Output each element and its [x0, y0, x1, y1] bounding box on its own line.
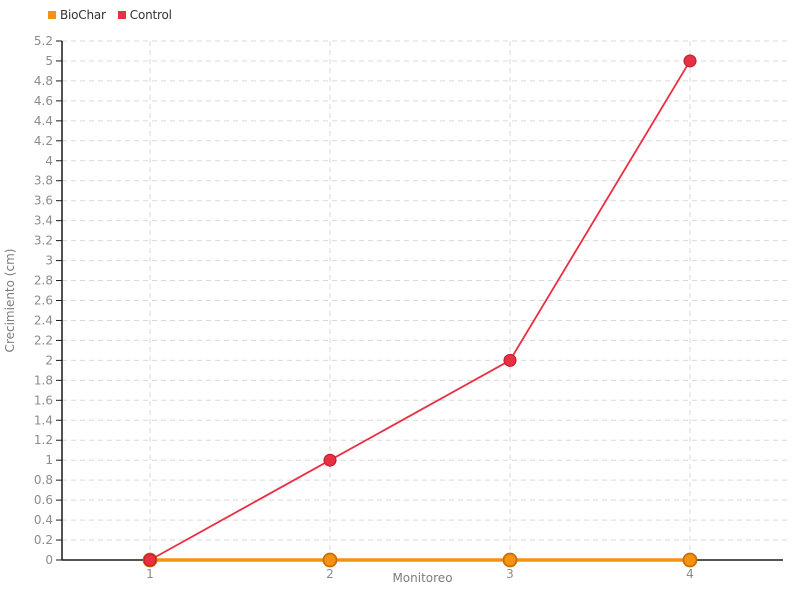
y-tick-label: 2.2: [34, 333, 53, 347]
y-tick-label: 0.6: [34, 493, 53, 507]
data-point-control: [683, 54, 697, 68]
legend-item-control: Control: [117, 8, 172, 22]
y-axis-title: Crecimiento (cm): [3, 249, 17, 353]
y-tick-label: 2.8: [34, 274, 53, 288]
legend-item-biochar: BioChar: [48, 8, 106, 22]
legend-swatch-biochar: [48, 11, 56, 19]
y-tick-label: 0.4: [34, 513, 53, 527]
x-tick-label: 3: [506, 567, 514, 581]
legend-swatch-control: [117, 11, 126, 19]
data-point-biochar: [682, 552, 698, 568]
legend: BioChar Control: [48, 8, 172, 22]
y-tick-label: 1: [45, 453, 53, 467]
y-tick-label: 0.2: [34, 533, 53, 547]
y-tick-label: 0.8: [34, 473, 53, 487]
y-tick-label: 3.4: [34, 214, 53, 228]
x-tick-label: 1: [146, 567, 154, 581]
y-tick-label: 4.4: [34, 114, 53, 128]
y-tick-label: 4.2: [34, 134, 53, 148]
y-tick-label: 1.6: [34, 393, 53, 407]
series-line-control: [149, 60, 691, 561]
legend-label-biochar: BioChar: [60, 8, 106, 22]
y-tick-label: 3.2: [34, 234, 53, 248]
y-tick-label: 5: [45, 54, 53, 68]
legend-label-control: Control: [129, 8, 172, 22]
y-tick-label: 4.8: [34, 74, 53, 88]
x-tick-label: 4: [686, 567, 694, 581]
y-tick-label: 2.4: [34, 313, 53, 327]
y-tick-label: 2.6: [34, 294, 53, 308]
y-tick-label: 3: [45, 254, 53, 268]
y-tick-label: 0: [45, 553, 53, 567]
y-tick-label: 5.2: [34, 34, 53, 48]
y-tick-label: 2: [45, 353, 53, 367]
data-point-biochar: [502, 552, 518, 568]
y-tick-label: 3.8: [34, 174, 53, 188]
data-point-control: [503, 353, 517, 367]
y-tick-label: 1.4: [34, 413, 53, 427]
x-axis-title: Monitoreo: [392, 571, 452, 585]
x-tick-label: 2: [326, 567, 334, 581]
y-tick-label: 4.6: [34, 94, 53, 108]
y-tick-label: 3.6: [34, 194, 53, 208]
data-point-control: [143, 553, 157, 567]
y-tick-label: 4: [45, 154, 53, 168]
data-point-biochar: [322, 552, 338, 568]
y-tick-label: 1.8: [34, 373, 53, 387]
data-point-control: [323, 453, 337, 467]
y-tick-label: 1.2: [34, 433, 53, 447]
